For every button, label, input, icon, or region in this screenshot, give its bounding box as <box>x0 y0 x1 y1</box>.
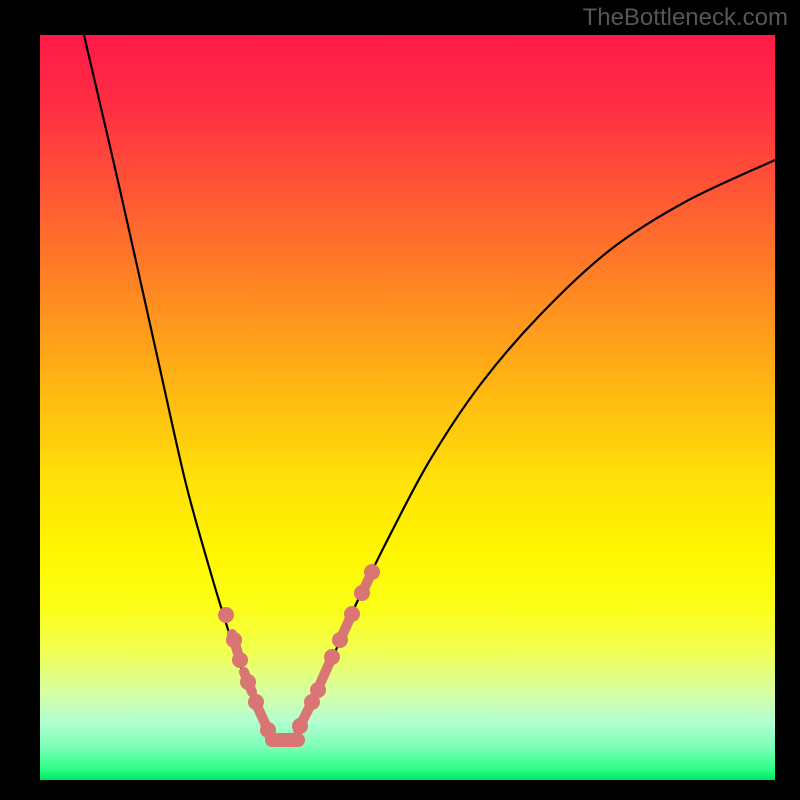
highlight-dot <box>354 585 370 601</box>
highlight-dot <box>248 694 264 710</box>
bottleneck-curve-plot <box>40 35 775 780</box>
highlight-dot <box>232 652 248 668</box>
highlight-dot <box>310 682 326 698</box>
highlight-dot <box>292 718 308 734</box>
highlight-dot <box>364 564 380 580</box>
curve-left-branch <box>84 35 276 738</box>
highlight-dot <box>344 606 360 622</box>
highlight-dot <box>218 607 234 623</box>
highlight-dot <box>324 649 340 665</box>
highlight-marker-group <box>218 564 380 740</box>
highlight-dot <box>240 674 256 690</box>
watermark-text: TheBottleneck.com <box>583 4 788 32</box>
highlight-dot <box>260 722 276 738</box>
plot-frame <box>40 35 775 780</box>
highlight-dot <box>332 632 348 648</box>
highlight-dot <box>226 632 242 648</box>
curve-right-branch <box>292 160 775 738</box>
